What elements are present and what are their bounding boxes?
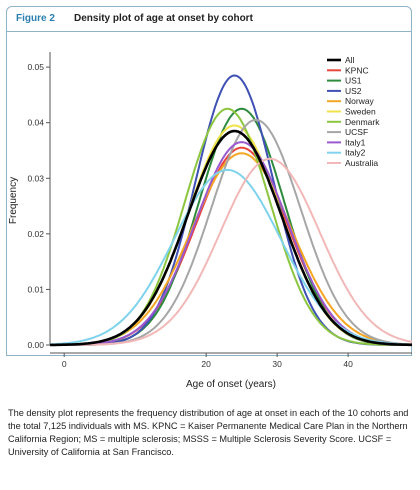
y-tick-label: 0.05 — [27, 62, 44, 72]
x-tick-label: 40 — [343, 359, 353, 369]
legend-label-norway: Norway — [345, 96, 375, 106]
legend-label-us2: US2 — [345, 86, 362, 96]
y-tick-label: 0.02 — [27, 229, 44, 239]
figure-frame — [6, 6, 412, 356]
series-line-all — [50, 129, 412, 347]
series-line-kpnc — [50, 146, 412, 346]
y-tick-label: 0.03 — [27, 173, 44, 183]
legend-label-australia: Australia — [345, 158, 378, 168]
y-tick-label: 0.00 — [27, 340, 44, 350]
legend-label-sweden: Sweden — [345, 107, 376, 117]
legend-label-italy1: Italy1 — [345, 137, 366, 147]
legend-label-all: All — [345, 55, 355, 65]
series-line-italy2 — [49, 168, 413, 346]
x-tick-label: 30 — [272, 359, 282, 369]
y-tick-label: 0.04 — [27, 118, 44, 128]
legend-label-denmark: Denmark — [345, 117, 380, 127]
series-line-italy1 — [50, 141, 413, 346]
figure-caption: The density plot represents the frequenc… — [8, 408, 409, 457]
legend: AllKPNCUS1US2NorwaySwedenDenmarkUCSFItal… — [327, 55, 380, 168]
figure-label: Figure 2 — [16, 13, 55, 24]
density-curves — [49, 74, 413, 347]
y-axis-label: Frequency — [8, 177, 19, 224]
x-tick-label: 0 — [62, 359, 67, 369]
x-axis-label: Age of onset (years) — [186, 379, 276, 390]
legend-label-us1: US1 — [345, 76, 362, 86]
series-line-norway — [50, 152, 413, 346]
x-tick-label: 20 — [201, 359, 211, 369]
figure-header — [6, 6, 412, 32]
axes: 0.00 0.01 0.02 0.03 0.04 0.05 0 20 30 40 Age of on… — [8, 52, 412, 390]
y-tick-label: 0.01 — [27, 284, 44, 294]
legend-label-ucsf: UCSF — [345, 127, 368, 137]
figure-title: Density plot of age at onset by cohort — [74, 13, 253, 24]
legend-label-kpnc: KPNC — [345, 65, 369, 75]
legend-label-italy2: Italy2 — [345, 148, 366, 158]
density-chart: 0.00 0.01 0.02 0.03 0.04 0.05 0 20 30 40 Age of on… — [8, 52, 413, 390]
series-line-australia — [50, 157, 413, 346]
